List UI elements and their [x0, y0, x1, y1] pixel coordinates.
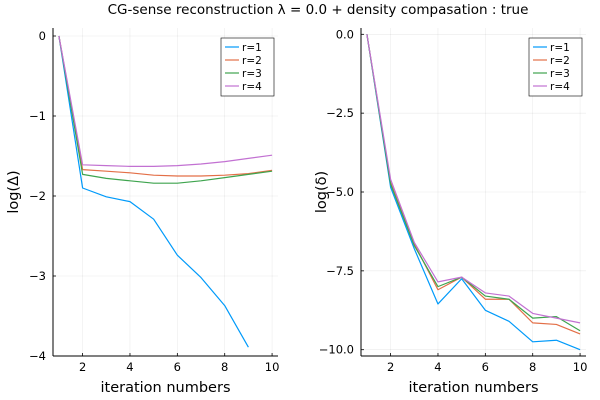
- legend-label: r=4: [242, 81, 262, 93]
- legend-label: r=3: [242, 68, 262, 80]
- y-tick-label: −2: [29, 189, 46, 203]
- y-tick-label: −4: [29, 349, 46, 363]
- x-axis-title: iteration numbers: [408, 380, 538, 396]
- y-tick-label: −2.5: [326, 106, 354, 120]
- legend-label: r=1: [550, 42, 570, 54]
- legend-label: r=2: [242, 55, 262, 67]
- y-tick-label: −10.0: [319, 343, 354, 357]
- y-axis-title: log(Δ): [6, 170, 22, 213]
- series-line-r1: [366, 34, 581, 351]
- y-axis-title: log(δ): [314, 171, 330, 213]
- x-tick-label: 4: [126, 360, 133, 374]
- x-tick-label: 10: [573, 360, 588, 374]
- x-tick-label: 6: [174, 360, 181, 374]
- legend-label: r=2: [550, 55, 570, 67]
- legend: r=1r=2r=3r=4: [220, 37, 275, 97]
- figure-title: CG-sense reconstruction λ = 0.0 + densit…: [108, 2, 529, 18]
- y-tick-label: −3: [29, 269, 46, 283]
- panel-left-log-delta: 2 4 6 8 10 0 −1 −2 −3 −4 iteration numbers log(Δ) r=…: [6, 28, 279, 396]
- x-tick-label: 2: [79, 360, 86, 374]
- series-line-r2: [58, 35, 273, 177]
- x-tick-label: 2: [387, 360, 394, 374]
- series-line-r3: [366, 34, 581, 332]
- legend-label: r=4: [550, 81, 570, 93]
- legend-label: r=3: [550, 68, 570, 80]
- x-tick-label: 8: [221, 360, 228, 374]
- y-tick-label: 0.0: [336, 27, 354, 41]
- series-line-r3: [58, 35, 273, 184]
- y-tick-label: −1: [29, 109, 46, 123]
- legend: r=1r=2r=3r=4: [528, 37, 583, 97]
- y-tick-label: −5.0: [326, 185, 354, 199]
- x-tick-label: 8: [529, 360, 536, 374]
- legend-label: r=1: [242, 42, 262, 54]
- x-axis-title: iteration numbers: [100, 380, 230, 396]
- y-tick-label: 0: [39, 29, 46, 43]
- series-line-r1: [58, 35, 249, 348]
- panel-right-log-small-delta: 2 4 6 8 10 0.0 −2.5 −5.0 −7.5 −10.0 iteration numb…: [314, 27, 587, 396]
- y-tick-label: −7.5: [326, 264, 354, 278]
- series-line-r4: [58, 35, 273, 167]
- series-line-r4: [366, 34, 581, 324]
- x-tick-label: 6: [482, 360, 489, 374]
- x-tick-label: 4: [434, 360, 441, 374]
- x-tick-label: 10: [265, 360, 280, 374]
